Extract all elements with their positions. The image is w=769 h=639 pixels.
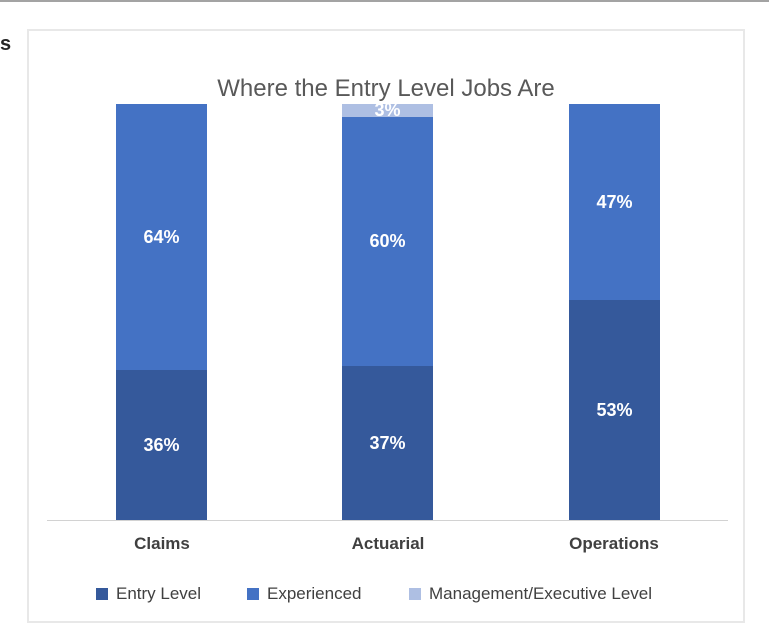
x-axis-line	[47, 520, 728, 521]
bar-actuarial: 3% 60% 37%	[342, 100, 433, 520]
segment-entry-level-actuarial: 37%	[342, 366, 433, 520]
segment-management-executive-level-actuarial: 3%	[342, 100, 433, 121]
page-top-rule	[0, 0, 769, 2]
data-label: 53%	[596, 399, 633, 420]
data-label: 37%	[369, 433, 406, 454]
legend-label-experienced: Experienced	[267, 584, 362, 603]
segment-experienced-claims: 64%	[116, 104, 207, 371]
axis-label-claims: Claims	[134, 534, 190, 553]
legend-label-management: Management/Executive Level	[429, 584, 653, 603]
segment-entry-level-claims: 36%	[116, 370, 207, 520]
clipped-left-text: s	[0, 33, 12, 55]
data-label: 36%	[143, 435, 180, 456]
legend-item-experienced: Experienced	[247, 582, 362, 606]
chart-title: Where the Entry Level Jobs Are	[217, 75, 555, 102]
management-swatch-icon	[409, 588, 421, 600]
bar-claims: 64% 36%	[116, 104, 207, 520]
bar-operations: 47% 53%	[569, 104, 660, 520]
segment-entry-level-operations: 53%	[569, 299, 660, 520]
entry-level-swatch-icon	[96, 588, 108, 600]
segment-experienced-actuarial: 60%	[342, 116, 433, 367]
legend-label-entry-level: Entry Level	[116, 584, 202, 603]
experienced-swatch-icon	[247, 588, 259, 600]
axis-label-actuarial: Actuarial	[351, 534, 425, 553]
legend-item-management: Management/Executive Level	[409, 582, 652, 606]
data-label: 47%	[596, 191, 633, 212]
axis-label-operations: Operations	[569, 534, 659, 553]
data-label: 64%	[143, 227, 180, 248]
segment-experienced-operations: 47%	[569, 104, 660, 300]
chart-frame: Where the Entry Level Jobs Are 64% 36% 3%…	[27, 29, 745, 623]
data-label: 3%	[374, 100, 401, 121]
data-label: 60%	[369, 231, 406, 252]
legend-item-entry-level: Entry Level	[96, 582, 201, 606]
